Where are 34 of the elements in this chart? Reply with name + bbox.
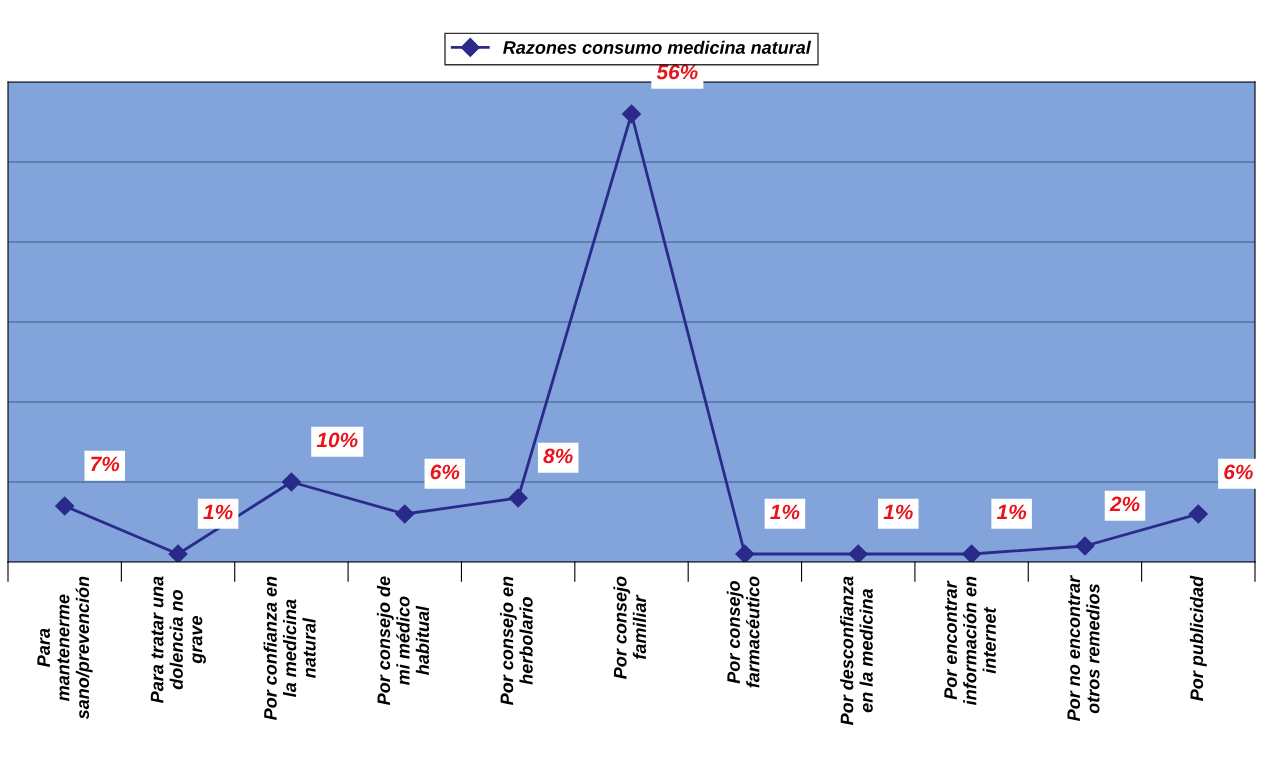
x-tick-label: Para mantenerme sano/prevención [37, 576, 93, 720]
data-label: 1% [203, 504, 233, 520]
data-label: 56% [656, 64, 698, 80]
point [168, 544, 188, 562]
point [1075, 536, 1095, 556]
x-tick-label: Por consejo farmacéutico [726, 576, 760, 688]
x-tick-label: Por confianza en la medicina natural [263, 576, 316, 721]
x-tick-label: Por consejo en herbolario [500, 576, 533, 705]
point [735, 544, 755, 562]
x-tick-label: Por encontrar información en internet [944, 576, 996, 705]
data-label: 1% [883, 504, 913, 520]
point [281, 472, 301, 492]
x-tick-label: Por no encontrar otros remedios [1067, 575, 1100, 722]
x-tick-label: Por publicidad [1189, 575, 1207, 701]
data-label: 1% [996, 504, 1027, 520]
data-label: 6% [1224, 464, 1253, 480]
point [508, 488, 528, 508]
data-label: 1% [770, 504, 800, 520]
point [1188, 504, 1208, 524]
point [621, 104, 642, 124]
data-label: 7% [91, 456, 120, 472]
point [848, 544, 868, 562]
point [55, 496, 75, 516]
x-tick-label: Por desconfianza en la medicina [840, 576, 873, 726]
point [962, 544, 982, 562]
data-label: 8% [543, 448, 573, 464]
x-tick-label: Por consejo familiar [613, 576, 647, 679]
point [395, 504, 415, 524]
data-label: 6% [430, 464, 460, 480]
x-tick-label: Para tratar una dolencia no grave [150, 576, 206, 704]
data-label: 2% [1109, 496, 1140, 512]
legend-label: Razones consumo medicina natural [503, 40, 812, 54]
data-label: 10% [316, 432, 358, 448]
x-tick-label: Por consejo de mi médico habitual [376, 576, 430, 705]
